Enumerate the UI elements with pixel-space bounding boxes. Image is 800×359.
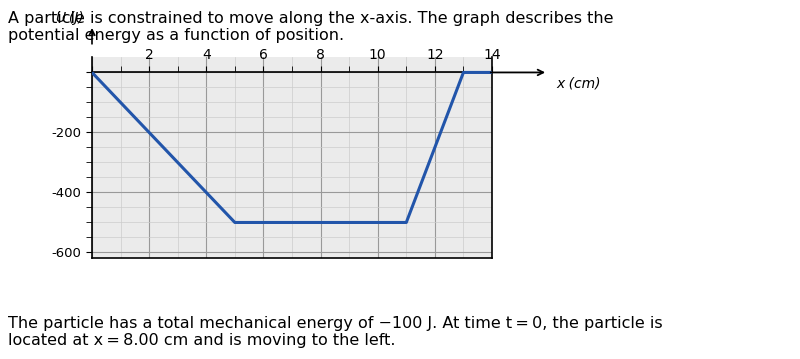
- Text: A particle is constrained to move along the x-axis. The graph describes the
pote: A particle is constrained to move along …: [8, 11, 614, 43]
- Text: The particle has a total mechanical energy of −100 J. At time t = 0, the particl: The particle has a total mechanical ener…: [8, 316, 662, 348]
- Text: x (cm): x (cm): [556, 76, 601, 90]
- Text: U (J): U (J): [56, 11, 84, 25]
